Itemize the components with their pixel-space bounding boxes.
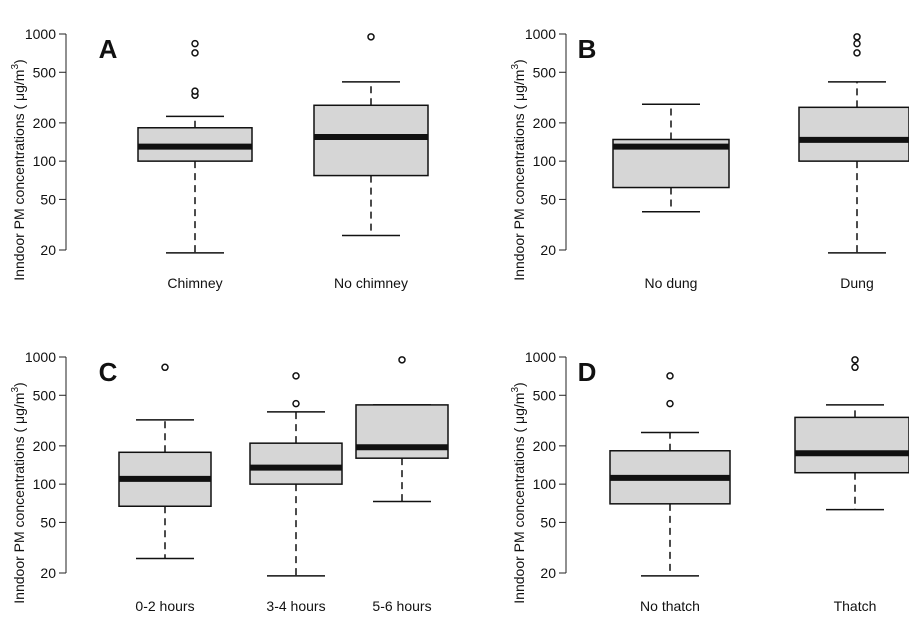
chart-panel-d: 20 50 100 200 500 1000 Inndoor PM concentratio… bbox=[510, 349, 909, 614]
iqr-box bbox=[795, 417, 909, 472]
y-tick-label: 50 bbox=[540, 191, 556, 207]
box-5-6-hours: 5-6 hours bbox=[356, 357, 448, 614]
outlier-point bbox=[368, 34, 374, 40]
y-tick-label: 1000 bbox=[25, 349, 56, 365]
y-tick-label: 20 bbox=[540, 565, 556, 581]
category-label: Chimney bbox=[167, 275, 222, 291]
category-label: 0-2 hours bbox=[135, 598, 194, 614]
panel-letter: A bbox=[99, 34, 118, 64]
y-tick-label: 500 bbox=[33, 387, 57, 403]
y-tick-label: 1000 bbox=[525, 349, 556, 365]
y-tick-label: 50 bbox=[40, 514, 56, 530]
category-label: 3-4 hours bbox=[266, 598, 325, 614]
y-tick-label: 200 bbox=[533, 438, 557, 454]
y-tick-label: 200 bbox=[533, 115, 557, 131]
y-axis-label: Inndoor PM concentrations ( μg/m3) bbox=[510, 59, 527, 280]
category-label: No thatch bbox=[640, 598, 700, 614]
iqr-box bbox=[799, 107, 909, 161]
box-no-chimney: No chimney bbox=[314, 34, 428, 291]
category-label: 5-6 hours bbox=[372, 598, 431, 614]
category-label: Thatch bbox=[834, 598, 877, 614]
y-tick-label: 200 bbox=[33, 438, 57, 454]
outlier-point bbox=[667, 373, 673, 379]
category-label: No dung bbox=[645, 275, 698, 291]
y-tick-label: 1000 bbox=[525, 26, 556, 42]
y-tick-label: 20 bbox=[40, 242, 56, 258]
y-axis-label: Inndoor PM concentrations ( μg/m3) bbox=[10, 382, 27, 603]
outlier-point bbox=[854, 34, 860, 40]
outlier-point bbox=[293, 401, 299, 407]
outlier-point bbox=[854, 41, 860, 47]
panel-letter: D bbox=[578, 357, 597, 387]
box-0-2-hours: 0-2 hours bbox=[119, 364, 211, 614]
y-tick-label: 500 bbox=[33, 64, 57, 80]
y-tick-label: 50 bbox=[540, 514, 556, 530]
box-dung: Dung bbox=[799, 34, 909, 291]
box-chimney: Chimney bbox=[138, 41, 252, 291]
y-axis-label: Inndoor PM concentrations ( μg/m3) bbox=[510, 382, 527, 603]
y-tick-label: 20 bbox=[540, 242, 556, 258]
iqr-box bbox=[250, 443, 342, 484]
category-label: No chimney bbox=[334, 275, 408, 291]
y-tick-label: 100 bbox=[533, 153, 557, 169]
outlier-point bbox=[852, 364, 858, 370]
panel-letter: B bbox=[578, 34, 597, 64]
category-label: Dung bbox=[840, 275, 873, 291]
outlier-point bbox=[192, 50, 198, 56]
outlier-point bbox=[852, 357, 858, 363]
iqr-box bbox=[314, 105, 428, 175]
box-no-thatch: No thatch bbox=[610, 373, 730, 614]
chart-panel-c: 20 50 100 200 500 1000 Inndoor PM concentratio… bbox=[10, 349, 448, 614]
outlier-point bbox=[162, 364, 168, 370]
y-axis-label: Inndoor PM concentrations ( μg/m3) bbox=[10, 59, 27, 280]
chart-panel-b: 20 50 100 200 500 1000 Inndoor PM concentratio… bbox=[510, 26, 909, 291]
outlier-point bbox=[192, 41, 198, 47]
box-3-4-hours: 3-4 hours bbox=[250, 373, 342, 614]
outlier-point bbox=[192, 88, 198, 94]
y-tick-label: 500 bbox=[533, 64, 557, 80]
outlier-point bbox=[293, 373, 299, 379]
panel-letter: C bbox=[99, 357, 118, 387]
box-no-dung: No dung bbox=[613, 104, 729, 291]
box-thatch: Thatch bbox=[795, 357, 909, 614]
y-tick-label: 100 bbox=[33, 153, 57, 169]
outlier-point bbox=[854, 50, 860, 56]
outlier-point bbox=[667, 401, 673, 407]
y-tick-label: 200 bbox=[33, 115, 57, 131]
chart-panel-a: 20 50 100 200 500 1000 Inndoor PM concentratio… bbox=[10, 26, 428, 291]
y-tick-label: 100 bbox=[33, 476, 57, 492]
outlier-point bbox=[399, 357, 405, 363]
y-tick-label: 20 bbox=[40, 565, 56, 581]
y-tick-label: 50 bbox=[40, 191, 56, 207]
y-tick-label: 500 bbox=[533, 387, 557, 403]
y-tick-label: 100 bbox=[533, 476, 557, 492]
y-tick-label: 1000 bbox=[25, 26, 56, 42]
